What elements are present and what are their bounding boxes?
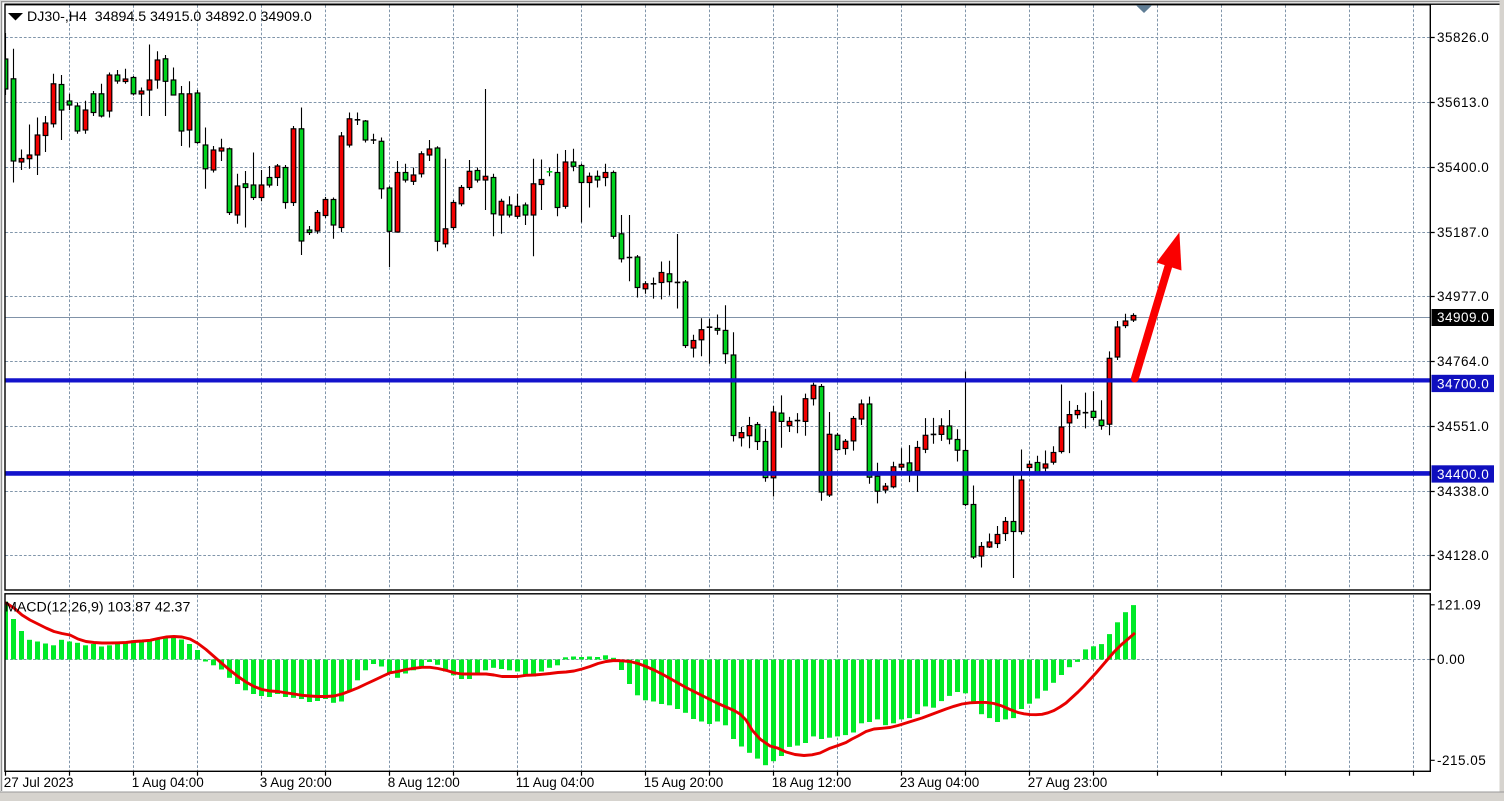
svg-text:MACD(12,26,9) 103.87 42.37: MACD(12,26,9) 103.87 42.37 (5, 600, 190, 616)
svg-text:34551.0: 34551.0 (1437, 419, 1489, 434)
svg-text:35826.0: 35826.0 (1437, 30, 1489, 45)
svg-text:35400.0: 35400.0 (1437, 160, 1489, 175)
svg-text:8 Aug 12:00: 8 Aug 12:00 (388, 775, 460, 790)
svg-text:-215.05: -215.05 (1437, 753, 1486, 768)
svg-text:0.00: 0.00 (1437, 652, 1465, 667)
svg-text:34400.0: 34400.0 (1437, 467, 1489, 482)
svg-text:23 Aug 04:00: 23 Aug 04:00 (900, 775, 980, 790)
svg-text:18 Aug 12:00: 18 Aug 12:00 (772, 775, 852, 790)
svg-text:34128.0: 34128.0 (1437, 548, 1489, 563)
svg-text:15 Aug 20:00: 15 Aug 20:00 (644, 775, 724, 790)
svg-text:27 Aug 23:00: 27 Aug 23:00 (1028, 775, 1108, 790)
svg-text:11 Aug 04:00: 11 Aug 04:00 (516, 775, 595, 790)
svg-text:34700.0: 34700.0 (1437, 376, 1489, 391)
svg-text:27 Jul 2023: 27 Jul 2023 (4, 775, 74, 790)
svg-text:121.09: 121.09 (1437, 598, 1481, 613)
svg-text:1 Aug 04:00: 1 Aug 04:00 (132, 775, 204, 790)
svg-text:34338.0: 34338.0 (1437, 484, 1489, 499)
svg-text:DJ30-,H4 34894.5 34915.0 3489: DJ30-,H4 34894.5 34915.0 34892.0 34909.0 (27, 9, 312, 25)
svg-text:34909.0: 34909.0 (1437, 310, 1489, 325)
svg-text:35187.0: 35187.0 (1437, 225, 1489, 240)
svg-text:3 Aug 20:00: 3 Aug 20:00 (260, 775, 332, 790)
svg-text:34977.0: 34977.0 (1437, 289, 1489, 304)
svg-text:35613.0: 35613.0 (1437, 95, 1489, 110)
svg-text:34764.0: 34764.0 (1437, 354, 1489, 369)
